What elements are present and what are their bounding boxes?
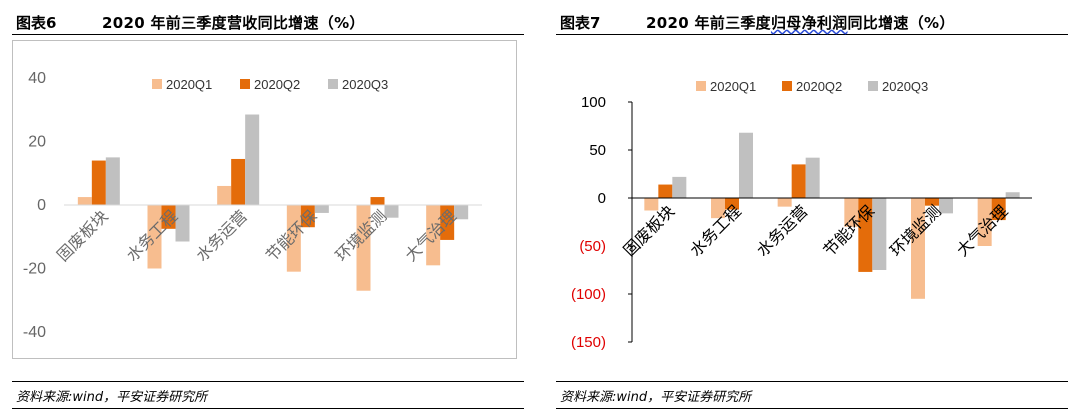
- category-label: 固废板块: [53, 206, 112, 265]
- left-source-row: 资料来源:wind，平安证券研究所: [12, 381, 524, 409]
- bar-2020q1: [777, 198, 792, 207]
- bar-2020q3: [454, 205, 469, 220]
- bar-2020q2: [370, 197, 385, 205]
- chart-frame: [12, 40, 517, 359]
- legend-swatch-2020q2: [240, 79, 250, 89]
- bar-2020q1: [286, 205, 301, 272]
- bar-2020q2: [300, 205, 315, 228]
- bar-2020q3: [245, 114, 260, 205]
- right-figure-label: 图表7: [560, 14, 601, 32]
- bar-2020q2: [725, 198, 739, 210]
- bar-2020q1: [356, 205, 371, 291]
- bar-2020q3: [872, 198, 887, 270]
- bar-2020q1: [644, 198, 659, 211]
- bar-2020q1: [977, 198, 992, 246]
- bar-2020q3: [805, 157, 820, 198]
- y-tick-label: (50): [579, 238, 606, 255]
- bar-2020q3: [105, 157, 120, 205]
- left-figure-panel: 图表6 2020 年前三季度营收同比增速（%） 2020Q1 2020Q2 2020…: [12, 0, 524, 417]
- legend-swatch-2020q3: [328, 79, 338, 89]
- bar-2020q2: [231, 158, 246, 205]
- net-profit-growth-chart: 2020Q1 2020Q2 2020Q3100500(50)(100)(150)固废…: [571, 79, 1032, 351]
- left-figure-header: 图表6 2020 年前三季度营收同比增速（%）: [12, 8, 524, 35]
- right-title-highlight: 归母净利润: [770, 14, 848, 32]
- legend-label-2020q2: 2020Q2: [796, 79, 842, 94]
- y-tick-label: 100: [581, 94, 606, 111]
- legend-swatch-2020q1: [696, 81, 706, 91]
- y-tick-label: (150): [571, 334, 606, 351]
- bar-2020q1: [711, 198, 725, 219]
- left-figure-title: 2020 年前三季度营收同比增速（%）: [102, 14, 365, 32]
- y-tick-label: -40: [23, 324, 46, 341]
- y-tick-label: (100): [571, 286, 606, 303]
- y-tick-label: 20: [28, 134, 46, 151]
- bar-2020q3: [672, 176, 687, 198]
- right-figure-panel: 图表7 2020 年前三季度归母净利润同比增速（%） 2020Q1 2020Q2 2…: [556, 0, 1068, 417]
- bar-2020q2: [925, 198, 939, 206]
- y-tick-label: -20: [23, 261, 46, 278]
- legend-swatch-2020q1: [152, 79, 162, 89]
- legend-label-2020q3: 2020Q3: [882, 79, 928, 94]
- bar-2020q3: [175, 205, 190, 242]
- bar-2020q1: [426, 205, 441, 266]
- right-title-prefix: 2020 年前三季度: [646, 14, 771, 32]
- legend-swatch-2020q2: [782, 81, 792, 91]
- bar-2020q2: [161, 205, 176, 229]
- right-title-suffix: 同比增速（%）: [847, 14, 955, 32]
- legend-label-2020q1: 2020Q1: [710, 79, 756, 94]
- left-figure-label: 图表6: [16, 14, 57, 32]
- legend-label-2020q3: 2020Q3: [342, 77, 388, 92]
- bar-2020q3: [739, 132, 753, 198]
- bar-2020q2: [991, 198, 1006, 221]
- bar-2020q2: [91, 160, 106, 205]
- bar-2020q3: [939, 198, 953, 214]
- right-figure-title: 2020 年前三季度归母净利润同比增速（%）: [646, 12, 955, 33]
- bar-2020q1: [911, 198, 925, 299]
- y-tick-label: 0: [598, 190, 606, 207]
- bar-2020q1: [844, 198, 859, 227]
- right-source-note: 资料来源:wind，平安证券研究所: [560, 390, 752, 405]
- legend-label-2020q1: 2020Q1: [166, 77, 212, 92]
- left-source-note: 资料来源:wind，平安证券研究所: [16, 390, 208, 405]
- bar-2020q1: [217, 185, 232, 205]
- bar-2020q2: [440, 205, 455, 240]
- bar-2020q3: [384, 205, 399, 218]
- category-label: 水务运营: [753, 201, 812, 260]
- bar-2020q3: [314, 205, 329, 213]
- legend-label-2020q2: 2020Q2: [254, 77, 300, 92]
- bar-2020q1: [77, 197, 92, 205]
- bar-2020q3: [1005, 192, 1020, 198]
- bar-2020q1: [147, 205, 162, 269]
- right-source-row: 资料来源:wind，平安证券研究所: [556, 381, 1068, 409]
- category-label: 水务运营: [192, 206, 251, 265]
- bar-2020q2: [658, 184, 673, 198]
- bar-2020q2: [791, 164, 806, 198]
- legend-swatch-2020q3: [868, 81, 878, 91]
- bar-2020q2: [858, 198, 873, 272]
- y-tick-label: 50: [589, 142, 606, 159]
- right-figure-header: 图表7 2020 年前三季度归母净利润同比增速（%）: [556, 8, 1068, 35]
- y-tick-label: 0: [37, 197, 46, 214]
- y-tick-label: 40: [28, 70, 46, 87]
